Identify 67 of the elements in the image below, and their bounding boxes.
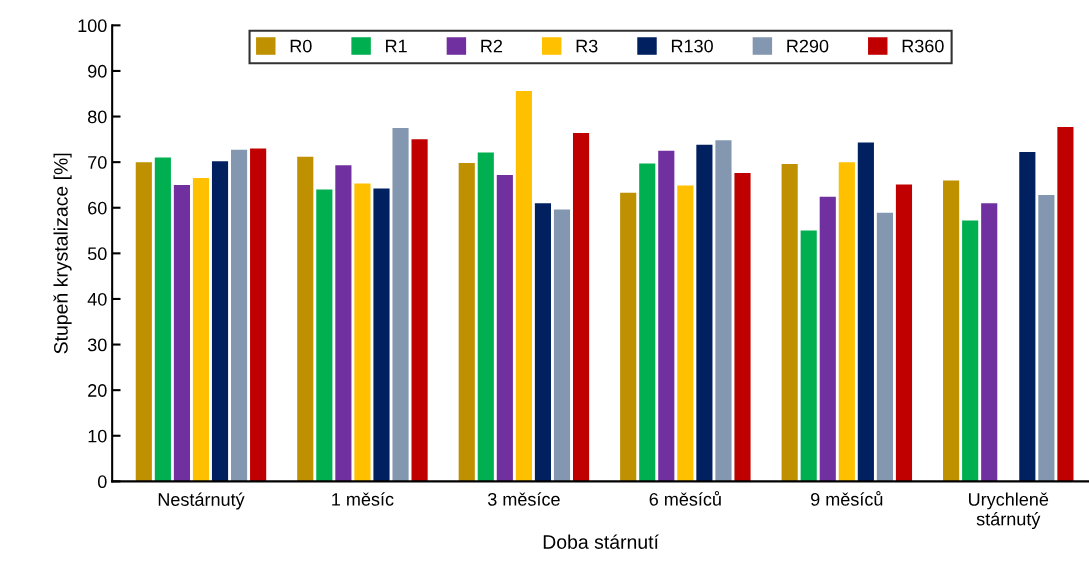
bar	[354, 183, 371, 482]
bar	[392, 127, 409, 482]
y-tick-label: 100	[78, 19, 107, 33]
bar	[211, 161, 229, 482]
legend-label: R1	[386, 39, 407, 53]
bar	[857, 142, 874, 482]
bar	[1019, 152, 1036, 482]
bar	[250, 148, 267, 482]
bar	[696, 144, 713, 482]
y-tick-label: 80	[88, 110, 107, 124]
legend-label: R3	[576, 39, 598, 53]
bar	[154, 157, 171, 482]
y-tick-label: 60	[88, 201, 107, 215]
bar	[297, 156, 314, 482]
bar	[411, 139, 428, 482]
bar	[496, 174, 513, 482]
bar	[620, 192, 637, 482]
y-tick-label: 50	[87, 247, 107, 261]
legend-label: R0	[290, 39, 312, 53]
legend-label: R2	[481, 39, 503, 53]
legend-label: R360	[902, 39, 944, 53]
bar	[553, 209, 571, 482]
bar	[192, 178, 210, 482]
bar	[458, 163, 475, 482]
y-tick-label: 30	[87, 338, 107, 352]
bar	[1038, 194, 1055, 482]
x-tick-label: 3 měsíce	[487, 492, 560, 506]
bar	[316, 189, 333, 482]
bar	[477, 152, 494, 482]
y-axis-title: Stupeň krystalizace [%]	[53, 153, 72, 354]
bar	[639, 163, 656, 482]
x-tick-label: 6 měsíců	[649, 491, 721, 506]
bar	[962, 220, 979, 482]
bar	[373, 188, 390, 482]
bar	[231, 149, 248, 482]
bar	[1057, 127, 1074, 482]
bar	[819, 196, 836, 482]
bar	[734, 173, 751, 482]
x-tick-label: Urychleně stárnutý	[969, 492, 1049, 530]
x-tick-label: Nestárnutý	[158, 492, 245, 510]
bar	[534, 203, 552, 482]
bar	[335, 165, 352, 482]
bar	[135, 162, 152, 482]
bar	[895, 184, 913, 482]
y-tick-label: 10	[88, 429, 107, 443]
bar	[800, 230, 817, 482]
bar	[981, 203, 998, 482]
bar	[677, 185, 694, 482]
y-tick-label: 70	[88, 156, 107, 169]
y-tick-label: 0	[97, 475, 107, 489]
bar	[658, 150, 675, 482]
legend-label: R290	[787, 39, 829, 53]
bar	[838, 162, 855, 482]
bar	[943, 180, 960, 482]
x-tick-label: 9 měsíců	[811, 491, 883, 506]
y-tick-label: 40	[87, 292, 107, 306]
x-axis-title: Doba stárnutí	[543, 534, 659, 549]
bar	[876, 212, 893, 482]
bar	[572, 132, 590, 482]
bar	[173, 184, 190, 482]
legend-label: R130	[671, 39, 713, 53]
y-tick-label: 90	[88, 64, 107, 78]
bar	[781, 163, 798, 482]
x-tick-label: 1 měsíc	[332, 492, 394, 506]
bar	[515, 91, 532, 482]
y-tick-label: 20	[88, 384, 107, 397]
bar	[715, 140, 732, 482]
